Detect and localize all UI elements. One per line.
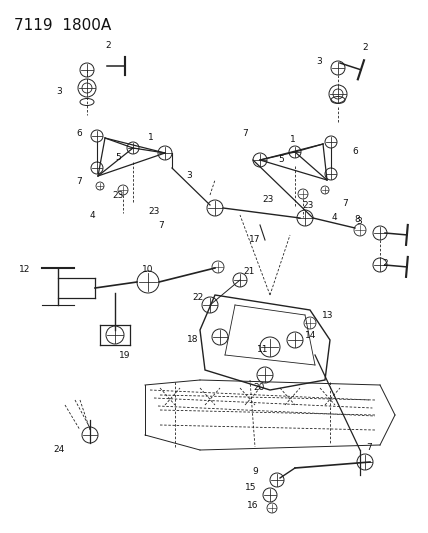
Text: 16: 16 [247, 500, 258, 510]
Text: 7: 7 [242, 128, 248, 138]
Text: 1: 1 [290, 135, 296, 144]
Text: 22: 22 [192, 294, 203, 303]
Text: 9: 9 [252, 467, 258, 477]
Text: 6: 6 [352, 148, 358, 157]
Text: 15: 15 [244, 483, 256, 492]
Text: 5: 5 [115, 154, 121, 163]
Text: 24: 24 [54, 446, 65, 455]
Text: 17: 17 [249, 236, 261, 245]
Text: 7: 7 [366, 443, 372, 453]
Text: 14: 14 [305, 330, 316, 340]
Text: 3: 3 [356, 217, 362, 227]
Text: 3: 3 [186, 171, 192, 180]
Text: 7: 7 [158, 221, 164, 230]
Text: 7119  1800A: 7119 1800A [14, 18, 111, 33]
Text: 2: 2 [105, 41, 111, 50]
Text: 5: 5 [278, 156, 284, 165]
Text: 10: 10 [142, 265, 154, 274]
Text: 19: 19 [119, 351, 130, 359]
Text: 23: 23 [112, 191, 124, 200]
Text: 3: 3 [56, 87, 62, 96]
Text: 1: 1 [148, 133, 154, 142]
Text: 21: 21 [243, 268, 254, 277]
Text: 18: 18 [187, 335, 198, 344]
Text: 3: 3 [316, 58, 322, 67]
Text: 7: 7 [76, 177, 82, 187]
Text: 2: 2 [382, 259, 388, 268]
Text: 4: 4 [332, 214, 338, 222]
Text: 13: 13 [322, 311, 333, 319]
Text: 12: 12 [19, 265, 30, 274]
Text: 8: 8 [354, 215, 360, 224]
Text: 20: 20 [254, 384, 265, 392]
Text: 23: 23 [262, 196, 273, 205]
Text: 23: 23 [148, 207, 159, 216]
Text: 4: 4 [89, 211, 95, 220]
Text: 6: 6 [76, 130, 82, 139]
Text: 2: 2 [363, 44, 368, 52]
Text: 11: 11 [256, 345, 268, 354]
Text: 23: 23 [302, 200, 313, 209]
Text: 7: 7 [342, 199, 348, 208]
